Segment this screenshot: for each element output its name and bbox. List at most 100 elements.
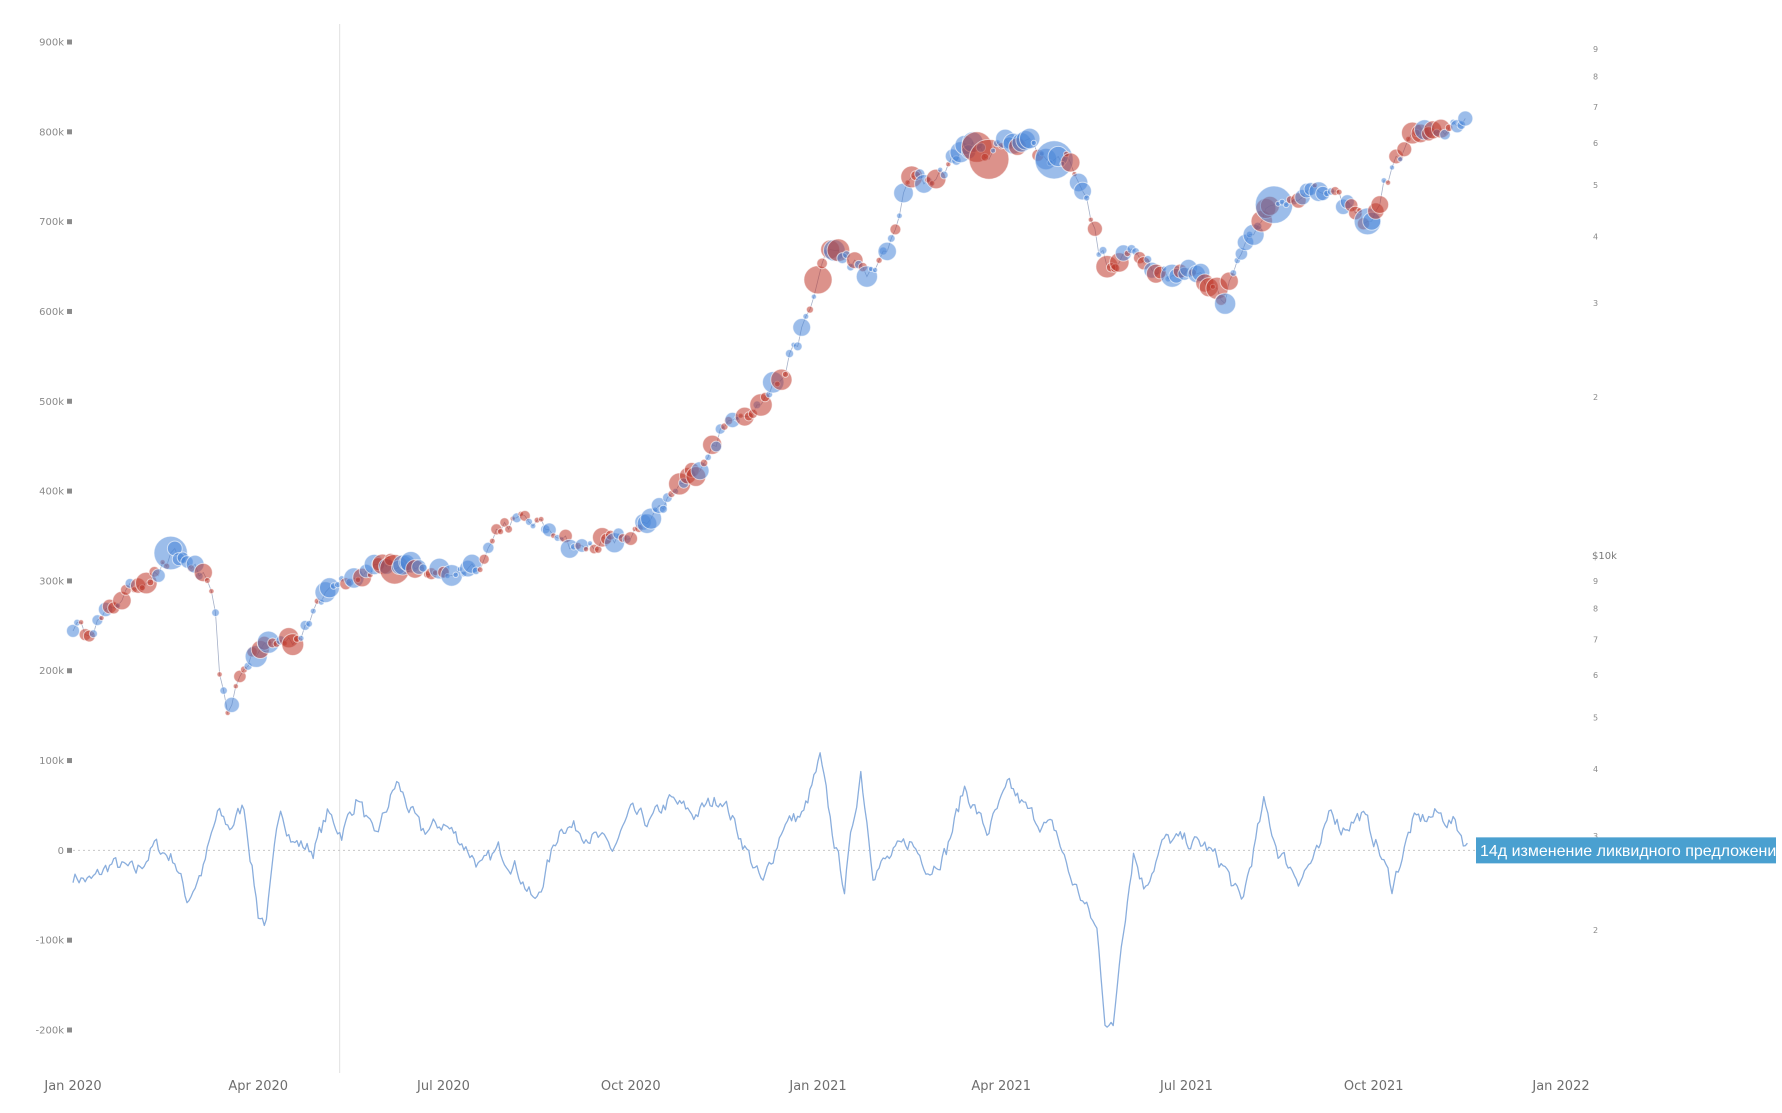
bubble-red: [203, 577, 211, 584]
bubble-blue: [939, 170, 949, 180]
y-tick-label: 300k: [39, 576, 64, 587]
y-tick-mark: [67, 398, 72, 404]
x-tick-label: Jul 2020: [416, 1079, 470, 1094]
y-tick-label: 700k: [39, 217, 64, 228]
x-tick-label: Jan 2021: [788, 1079, 846, 1094]
y-right-lower-tick-label: 2: [1593, 926, 1598, 935]
bubble-red: [1370, 195, 1390, 214]
bubble-blue: [1083, 194, 1091, 202]
bubble-red: [538, 516, 545, 523]
bubble-blue: [219, 686, 228, 695]
bubble-red: [1060, 152, 1081, 173]
bubble-blue: [792, 318, 812, 337]
bubble-red: [582, 546, 590, 553]
bubble-blue: [990, 147, 997, 154]
bubble-blue: [1098, 246, 1108, 255]
y-axis-right: 9 8 7 6 5 4 3 2 9 8 7 6 5 4 3 2 $10k: [1592, 45, 1617, 935]
y-tick-label: 500k: [39, 397, 64, 408]
bubble-red: [193, 562, 213, 583]
bubble-red: [1335, 188, 1343, 196]
bubble-blue: [784, 349, 795, 359]
bubble-blue: [1018, 127, 1041, 150]
bubble-blue: [151, 568, 166, 583]
bubble-blue: [1030, 139, 1037, 146]
bubble-red: [476, 566, 484, 574]
bubble-blue: [529, 522, 537, 530]
y-right-lower-tick-label: 6: [1593, 671, 1598, 680]
x-tick-label: Jan 2020: [43, 1079, 101, 1094]
bubble-blue: [1439, 128, 1451, 141]
y-right-upper-tick-label: 8: [1593, 72, 1598, 81]
bubble-red: [497, 528, 504, 536]
bubble-red: [504, 524, 513, 534]
bubble-red: [208, 588, 215, 595]
y-tick-mark: [67, 488, 72, 494]
y-right-upper-tick-label: 6: [1593, 139, 1598, 148]
bubble-blue: [223, 696, 240, 714]
bubble-blue: [1389, 164, 1395, 171]
y-tick-mark: [67, 308, 72, 314]
bubble-blue: [658, 504, 668, 514]
bubble-red: [889, 223, 902, 236]
bubble-blue: [66, 623, 80, 638]
y-tick-mark: [67, 219, 72, 225]
bubble-blue: [1229, 269, 1238, 277]
bubble-blue: [937, 166, 944, 173]
y-tick-label: 600k: [39, 307, 64, 318]
y-right-upper-tick-label: 7: [1593, 103, 1598, 112]
y-tick-mark: [67, 129, 72, 135]
y-tick-label: 900k: [39, 38, 64, 49]
bubble-red: [499, 517, 510, 528]
y-tick-mark: [67, 1027, 72, 1033]
y-right-upper-tick-label: 3: [1593, 299, 1598, 308]
bubble-blue: [452, 571, 459, 578]
bubble-red: [1384, 179, 1392, 186]
bubble-red: [781, 370, 789, 378]
bubble-red: [489, 537, 496, 545]
y-tick-label: 200k: [39, 666, 64, 677]
y-tick-mark: [67, 578, 72, 584]
bubble-red: [805, 305, 814, 314]
y-tick-label: -200k: [36, 1026, 65, 1037]
y-axis-left: 900k 800k 700k 600k 500k 400k 300k 200k 100k 0 -10…: [36, 38, 72, 1037]
bubble-blue: [482, 541, 495, 554]
bubble-red: [478, 553, 490, 565]
y-tick-mark: [67, 847, 72, 853]
x-axis: Jan 2020 Apr 2020 Jul 2020 Oct 2020 Jan 2021…: [43, 1079, 1589, 1094]
series-label-text: 14д изменение ликвидного предложения: [1480, 843, 1782, 860]
y-tick-label: 400k: [39, 487, 64, 498]
bubble-red: [968, 138, 1010, 180]
y-right-lower-tick-label: 5: [1593, 713, 1598, 722]
bubble-blue: [810, 293, 818, 300]
bubble-red: [216, 671, 223, 678]
bubble-blue: [1457, 110, 1474, 127]
x-tick-label: Jan 2022: [1531, 1079, 1589, 1094]
bubble-blue: [297, 634, 305, 642]
liquid-supply-change-line-layer: [72, 752, 1468, 1028]
bubble-blue: [792, 341, 803, 352]
liquid-supply-change-line: [72, 752, 1468, 1028]
bubble-blue: [88, 629, 98, 639]
y-right-upper-tick-label: 4: [1593, 233, 1598, 242]
bubble-blue: [896, 212, 903, 220]
bubble-red: [816, 257, 828, 270]
series-label-box: [1476, 837, 1776, 864]
bubble-red: [1396, 141, 1413, 158]
bubble-red: [699, 458, 709, 468]
y-right-lower-tick-label: 7: [1593, 635, 1598, 644]
bubble-blue: [802, 313, 810, 320]
y-right-lower-axis-label: $10k: [1592, 551, 1617, 562]
y-right-lower-tick-label: 4: [1593, 765, 1598, 774]
x-tick-label: Jul 2021: [1159, 1079, 1213, 1094]
bubble-blue: [1214, 292, 1237, 315]
y-right-lower-tick-label: 3: [1593, 832, 1598, 841]
y-tick-mark: [67, 668, 72, 674]
bubble-series-layer: [66, 110, 1474, 717]
bubble-blue: [309, 607, 317, 615]
bubble-blue: [710, 440, 723, 453]
x-tick-label: Oct 2020: [601, 1079, 661, 1094]
y-right-lower-tick-label: 8: [1593, 604, 1598, 613]
y-tick-mark: [67, 758, 72, 764]
y-tick-mark: [67, 937, 72, 943]
